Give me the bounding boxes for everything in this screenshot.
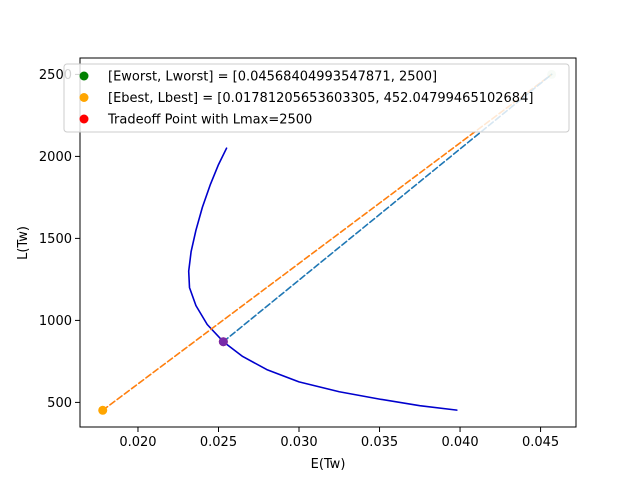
legend: [Eworst, Lworst] = [0.04568404993547871,…: [63, 63, 570, 133]
y-tick-label: 1000: [39, 314, 72, 329]
y-axis-label: L(Tw): [16, 226, 31, 260]
y-tick-label: 500: [47, 396, 72, 411]
x-tick-label: 0.025: [200, 435, 237, 450]
x-tick-label: 0.030: [280, 435, 317, 450]
legend-marker: [79, 71, 89, 81]
x-tick-label: 0.035: [361, 435, 398, 450]
series-curve-0: [187, 147, 458, 411]
plot-frame: [79, 57, 577, 428]
y-tick-label: 2000: [39, 150, 72, 165]
x-axis-label: E(Tw): [311, 457, 346, 472]
legend-marker: [79, 114, 89, 124]
legend-label: [Eworst, Lworst] = [0.04568404993547871,…: [108, 70, 437, 85]
legend-label: [Ebest, Lbest] = [0.01781205653603305, 4…: [108, 91, 533, 106]
tick-layer: 0.020 0.025 0.030 0.035 0.040 0.045 500 1000 150…: [39, 68, 559, 450]
x-tick-label: 0.045: [522, 435, 559, 450]
legend-label: Tradeoff Point with Lmax=2500: [107, 113, 312, 128]
x-tick-label: 0.020: [119, 435, 156, 450]
series-line-1: [101, 73, 553, 412]
point-tradeoff-blue: [218, 337, 228, 347]
legend-box: [63, 63, 570, 133]
y-tick-label: 1500: [39, 232, 72, 247]
legend-marker: [79, 93, 89, 102]
x-tick-label: 0.040: [441, 435, 478, 450]
point-best: [98, 405, 108, 415]
